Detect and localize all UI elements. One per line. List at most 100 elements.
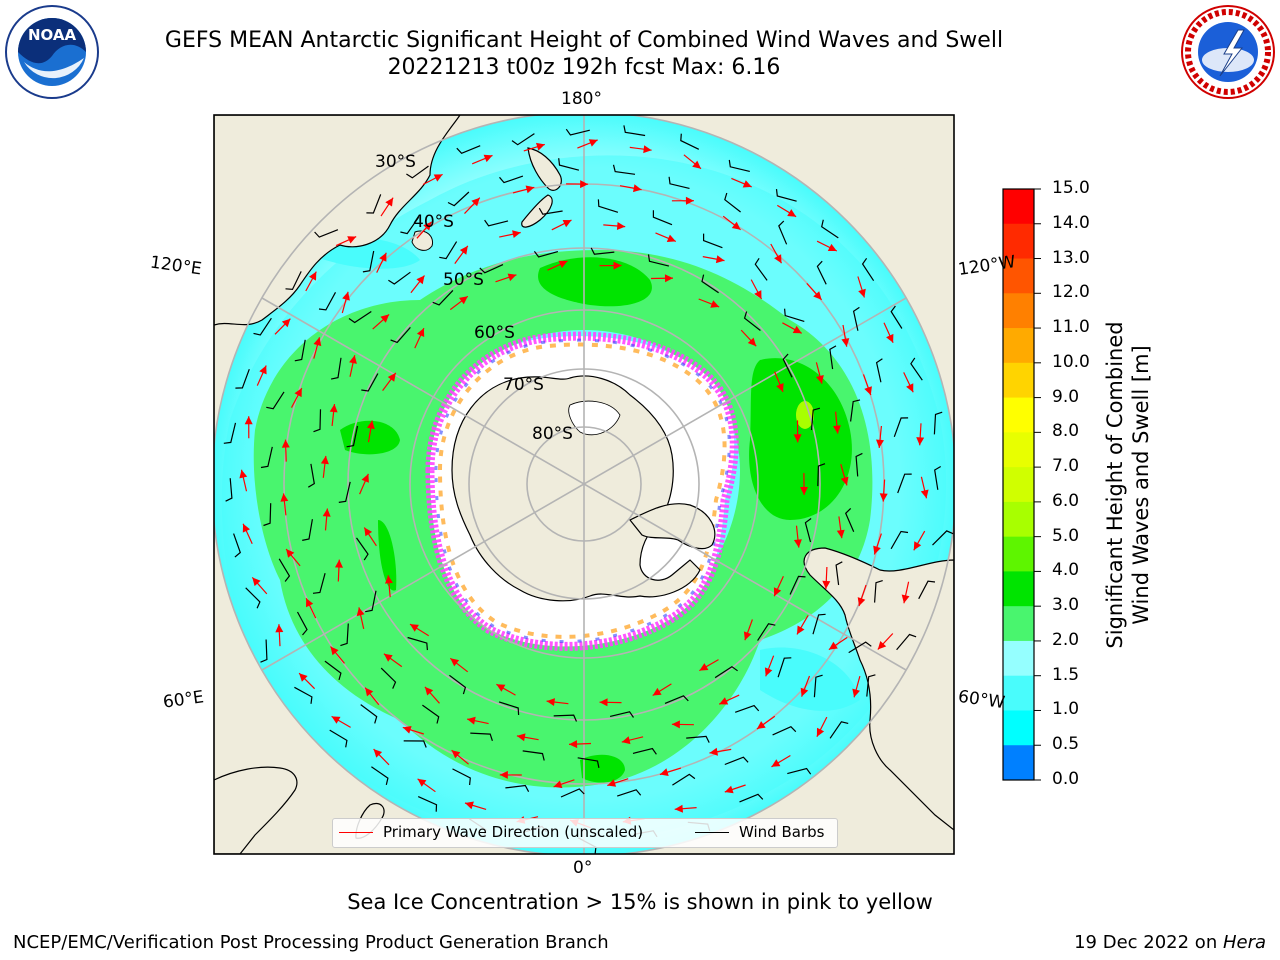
wave-arrow-head (756, 721, 766, 729)
wind-barb (850, 399, 861, 422)
new-zealand-landmass (527, 147, 562, 191)
wave-arrow-head (710, 300, 720, 308)
colorbar-title-line1: Significant Height of Combined (1103, 321, 1127, 649)
wind-barb (577, 757, 600, 769)
wave-arrow-head (499, 770, 508, 779)
wind-barb (897, 473, 912, 494)
wave-arrow-head (588, 139, 598, 147)
wind-barb (285, 271, 302, 291)
wave-arrow-head (793, 434, 802, 443)
colorbar-frame (1002, 188, 1035, 781)
wave-arrow-head (800, 487, 808, 495)
wind-barb (417, 796, 438, 812)
wave-arrow-head (616, 222, 626, 230)
wave-arrow-head (864, 386, 872, 396)
wave-arrow-head (569, 740, 578, 749)
wave-arrow-head (613, 261, 622, 270)
colorbar-tick-label: 14.0 (1052, 212, 1090, 233)
wind-barb (632, 747, 657, 755)
wind-barb (223, 422, 237, 444)
wave-arrow-head (242, 523, 250, 533)
wave-arrow-head (361, 473, 369, 483)
colorbar-tick-label: 9.0 (1052, 386, 1080, 407)
wind-barb (848, 641, 872, 654)
wave-arrow-head (379, 252, 387, 262)
wind-barb (447, 191, 470, 207)
wind-barb (348, 310, 372, 324)
wave-arrow-head (562, 220, 572, 228)
wind-barb (597, 199, 619, 213)
colorbar-band (1003, 745, 1034, 781)
wind-barb (787, 767, 812, 775)
wave-arrow-head (512, 230, 521, 238)
legend-item-wave: Primary Wave Direction (unscaled) (339, 823, 643, 841)
wave-arrow-head (335, 559, 343, 568)
wind-barb (855, 452, 863, 477)
wave-arrow-head (546, 698, 555, 706)
wave-arrow-head (471, 197, 480, 207)
wind-barb (933, 411, 943, 435)
colorbar-band (1003, 536, 1034, 572)
wind-barb (263, 503, 272, 527)
wave-arrow-head (410, 624, 419, 632)
wave-arrow-head (764, 667, 773, 677)
wave-arrow-head (652, 687, 662, 696)
colorbar-tick-label: 2.0 (1052, 629, 1080, 650)
wind-barb (778, 220, 788, 245)
wind-barb (874, 580, 883, 603)
wind-barb (498, 701, 520, 716)
wind-barb (816, 260, 827, 285)
lat-label-70s: 70°S (503, 375, 544, 395)
wind-barb (893, 417, 909, 438)
wind-barb (407, 636, 428, 651)
wind-barb (538, 207, 563, 215)
wind-barb (296, 611, 308, 636)
wind-barb (406, 165, 429, 179)
wave-arrow-head (387, 372, 396, 382)
wave-arrow-head (329, 404, 338, 413)
wave-arrow-head (715, 255, 725, 264)
map-frame (213, 114, 955, 855)
wave-arrow-head (306, 598, 314, 608)
nws-logo-icon (1181, 5, 1275, 99)
wind-barb (558, 158, 580, 171)
wind-barb (338, 481, 351, 503)
wind-barb (896, 633, 917, 651)
wave-arrow-head (742, 180, 752, 188)
wave-arrow-head (507, 273, 517, 282)
wave-arrow-head (294, 388, 302, 398)
wave-arrow-head (364, 527, 373, 537)
wind-barb (356, 537, 369, 561)
colorbar-band (1003, 710, 1034, 746)
wind-barb (782, 353, 793, 378)
lat-label-50s: 50°S (443, 270, 484, 290)
wind-barb (225, 478, 233, 502)
wind-barb (533, 250, 559, 258)
wind-barb (511, 133, 535, 146)
colorbar (1003, 188, 1041, 781)
wave-arrow-head (558, 260, 568, 268)
colorbar-band (1003, 432, 1034, 468)
wave-arrow-head (365, 687, 374, 697)
wind-barb (361, 373, 379, 392)
wind-barb (743, 311, 761, 331)
wind-barb (553, 714, 578, 722)
colorbar-tick-label: 0.5 (1052, 734, 1080, 755)
wave-arrow-head (876, 439, 884, 448)
wind-barb (757, 623, 776, 641)
wave-arrow-head (450, 658, 460, 667)
wind-barb (609, 711, 634, 718)
wind-barb (890, 530, 909, 550)
wind-barb (623, 125, 646, 137)
colorbar-band (1003, 606, 1034, 642)
colorbar-band (1003, 571, 1034, 607)
wind-barb (260, 639, 268, 663)
wind-barb (432, 289, 454, 306)
colorbar-tick-label: 11.0 (1052, 317, 1090, 338)
wind-barb (775, 189, 797, 202)
wave-arrow-head (299, 673, 308, 682)
wind-barb (647, 254, 670, 267)
wave-arrow-head (833, 425, 841, 434)
wave-arrow-head (281, 318, 291, 328)
wave-arrow-head (920, 489, 929, 499)
